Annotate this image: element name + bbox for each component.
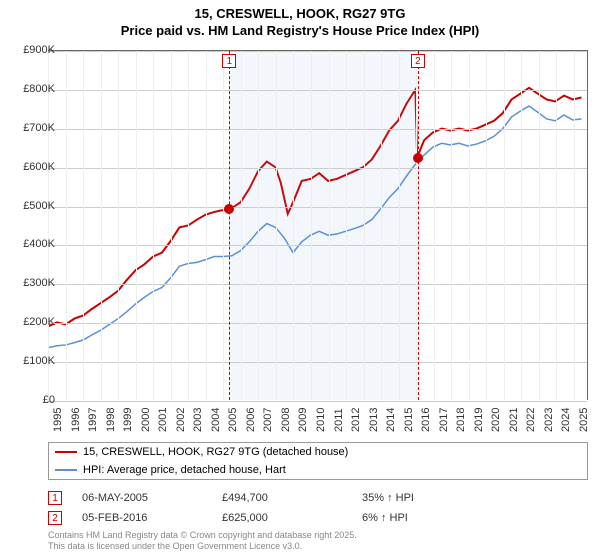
footer-line1: Contains HM Land Registry data © Crown c… (48, 530, 357, 541)
title-line2: Price paid vs. HM Land Registry's House … (0, 23, 600, 38)
marker-box: 2 (411, 54, 425, 68)
x-tick-label: 2025 (578, 408, 590, 432)
x-tick-label: 2007 (262, 408, 274, 432)
y-tick-label: £600K (23, 161, 55, 173)
y-tick-label: £0 (43, 394, 55, 406)
x-tick-label: 1995 (52, 408, 64, 432)
footer-line2: This data is licensed under the Open Gov… (48, 541, 357, 552)
legend-row-0: 15, CRESWELL, HOOK, RG27 9TG (detached h… (49, 443, 587, 461)
x-tick-label: 2018 (455, 408, 467, 432)
x-tick-label: 2002 (175, 408, 187, 432)
y-tick-label: £100K (23, 355, 55, 367)
x-tick-label: 2000 (140, 408, 152, 432)
x-tick-label: 2010 (315, 408, 327, 432)
x-tick-label: 2014 (385, 408, 397, 432)
legend-label-0: 15, CRESWELL, HOOK, RG27 9TG (detached h… (83, 446, 348, 458)
sale-price-1: £625,000 (222, 512, 362, 524)
x-tick-label: 2004 (210, 408, 222, 432)
x-tick-label: 1996 (70, 408, 82, 432)
marker-box: 1 (222, 54, 236, 68)
legend-swatch-0 (55, 451, 77, 453)
sale-marker-0: 1 (48, 491, 62, 505)
x-tick-label: 2011 (333, 408, 345, 432)
x-tick-label: 2005 (227, 408, 239, 432)
x-tick-label: 2019 (473, 408, 485, 432)
sale-delta-1: 6% ↑ HPI (362, 512, 502, 524)
legend-swatch-1 (55, 469, 77, 471)
sale-delta-0: 35% ↑ HPI (362, 492, 502, 504)
x-tick-label: 2016 (420, 408, 432, 432)
x-tick-label: 2021 (508, 408, 520, 432)
title-line1: 15, CRESWELL, HOOK, RG27 9TG (0, 6, 600, 21)
y-tick-label: £900K (23, 44, 55, 56)
x-tick-label: 2022 (525, 408, 537, 432)
x-tick-label: 2023 (543, 408, 555, 432)
sales-table: 1 06-MAY-2005 £494,700 35% ↑ HPI 2 05-FE… (48, 488, 502, 528)
x-tick-label: 1999 (122, 408, 134, 432)
y-tick-label: £300K (23, 277, 55, 289)
x-tick-label: 2006 (245, 408, 257, 432)
y-tick-label: £700K (23, 122, 55, 134)
x-tick-label: 2020 (490, 408, 502, 432)
x-tick-label: 2012 (350, 408, 362, 432)
x-tick-label: 2008 (280, 408, 292, 432)
x-tick-label: 2001 (157, 408, 169, 432)
legend: 15, CRESWELL, HOOK, RG27 9TG (detached h… (48, 442, 588, 480)
x-tick-label: 2013 (368, 408, 380, 432)
x-tick-label: 2024 (560, 408, 572, 432)
x-tick-label: 1997 (87, 408, 99, 432)
sale-row-0: 1 06-MAY-2005 £494,700 35% ↑ HPI (48, 488, 502, 508)
sale-date-0: 06-MAY-2005 (82, 492, 222, 504)
title-block: 15, CRESWELL, HOOK, RG27 9TG Price paid … (0, 0, 600, 40)
x-tick-label: 2017 (438, 408, 450, 432)
legend-label-1: HPI: Average price, detached house, Hart (83, 464, 286, 476)
y-tick-label: £200K (23, 316, 55, 328)
chart-container: 15, CRESWELL, HOOK, RG27 9TG Price paid … (0, 0, 600, 560)
x-tick-label: 1998 (105, 408, 117, 432)
y-tick-label: £800K (23, 83, 55, 95)
x-tick-label: 2003 (192, 408, 204, 432)
sale-price-0: £494,700 (222, 492, 362, 504)
footer: Contains HM Land Registry data © Crown c… (48, 530, 357, 552)
chart-area (48, 50, 588, 400)
sale-point (224, 204, 234, 214)
sale-point (413, 153, 423, 163)
y-tick-label: £500K (23, 200, 55, 212)
x-tick-label: 2015 (403, 408, 415, 432)
sale-marker-1: 2 (48, 511, 62, 525)
x-tick-label: 2009 (297, 408, 309, 432)
y-tick-label: £400K (23, 238, 55, 250)
sale-date-1: 05-FEB-2016 (82, 512, 222, 524)
sale-row-1: 2 05-FEB-2016 £625,000 6% ↑ HPI (48, 508, 502, 528)
legend-row-1: HPI: Average price, detached house, Hart (49, 461, 587, 479)
